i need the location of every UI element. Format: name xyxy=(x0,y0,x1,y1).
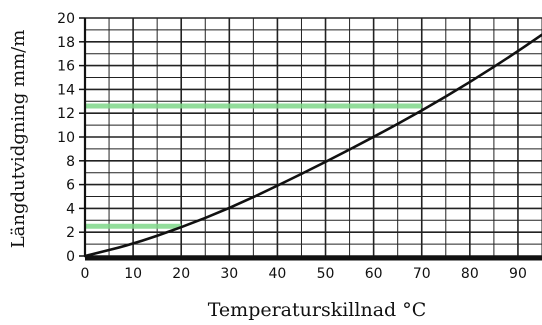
y-tick-label: 18 xyxy=(57,35,75,51)
y-axis-label: Längdutvidgning mm/m xyxy=(8,30,29,249)
y-tick-label: 20 xyxy=(57,11,75,27)
y-tick-label: 0 xyxy=(66,249,75,265)
grid xyxy=(84,17,542,257)
x-tick-label: 0 xyxy=(81,266,90,282)
x-tick-label: 20 xyxy=(172,266,190,282)
y-tick-label: 6 xyxy=(66,178,75,194)
x-tick-label: 60 xyxy=(365,266,383,282)
tick-labels: 0 2 4 6 8 10 12 14 16 18 20 0 10 20 30 40 50 60 70 80 90 xyxy=(57,11,527,282)
series-line xyxy=(83,33,542,258)
y-tick-label: 2 xyxy=(66,225,75,241)
axes xyxy=(79,17,542,261)
y-tick-label: 16 xyxy=(57,59,75,75)
highlight-lines xyxy=(85,103,422,229)
x-tick-label: 90 xyxy=(509,266,527,282)
x-tick-label: 30 xyxy=(220,266,238,282)
x-tick-label: 70 xyxy=(413,266,431,282)
series-layer xyxy=(83,33,542,258)
x-tick-label: 10 xyxy=(124,266,142,282)
y-tick-label: 8 xyxy=(66,154,75,170)
y-tick-label: 14 xyxy=(57,82,75,98)
y-tick-label: 12 xyxy=(57,106,75,122)
x-tick-label: 40 xyxy=(269,266,287,282)
x-tick-label: 80 xyxy=(461,266,479,282)
x-axis-label: Temperaturskillnad °C xyxy=(208,299,427,320)
x-tick-label: 50 xyxy=(317,266,335,282)
y-tick-label: 10 xyxy=(57,130,75,146)
y-tick-label: 4 xyxy=(66,201,75,217)
